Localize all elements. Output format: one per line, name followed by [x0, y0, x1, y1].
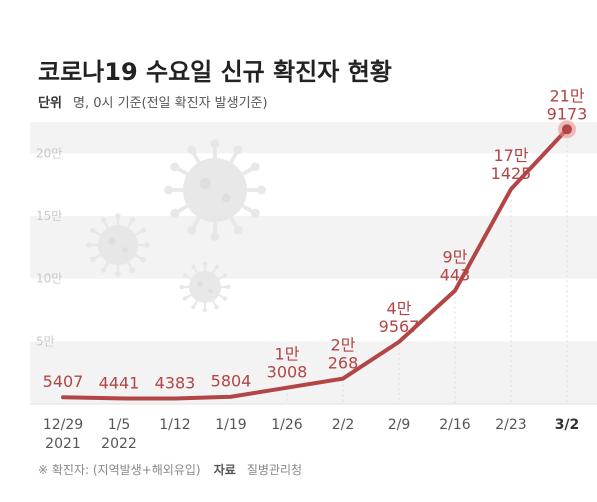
series-line	[61, 127, 569, 401]
data-label: 4441	[99, 373, 140, 392]
series-layer	[61, 120, 576, 401]
x-tick-label: 2/16	[439, 417, 471, 433]
unit-line: 단위 명, 0시 기준(전일 확진자 발생기준)	[38, 92, 268, 111]
data-label: 2만 268	[328, 336, 359, 373]
footnote-note: ※ 확진자: (지역발생+해외유입)	[38, 463, 201, 477]
unit-label: 단위	[38, 95, 62, 111]
data-label: 4383	[155, 374, 196, 393]
y-axis-ticks: 5만 10만 15만 20만	[36, 146, 62, 348]
data-label: 5407	[43, 372, 84, 391]
x-tick-label: 1/5	[108, 417, 131, 433]
x-tick-label: 3/2	[555, 417, 580, 433]
virus-icon	[86, 213, 150, 277]
virus-decoration-layer	[86, 139, 266, 313]
chart-title: 코로나19 수요일 신규 확진자 현황	[38, 58, 392, 86]
y-tick-label: 10만	[36, 272, 62, 286]
virus-icon	[179, 261, 231, 313]
x-tick-label: 2/2	[332, 417, 355, 433]
x-tick-label: 2/23	[495, 417, 526, 433]
footnote-source-label: 자료	[214, 462, 236, 477]
data-labels: 5407 4441 4383 5804 1만 3008 2만 268 4만 9567 9만 443 17…	[43, 86, 588, 392]
data-label: 4만 9567	[379, 299, 420, 336]
data-label: 9만 443	[440, 248, 471, 285]
x-year-label: 2021	[45, 436, 81, 452]
x-tick-label: 12/29	[43, 417, 83, 433]
x-tick-label: 1/19	[215, 417, 246, 433]
x-year-label: 2022	[101, 436, 137, 452]
highlight-point	[562, 124, 572, 135]
x-tick-label: 2/9	[388, 417, 411, 433]
footnote: ※ 확진자: (지역발생+해외유입) 자료 질병관리청	[38, 459, 302, 478]
data-label: 17만 1425	[491, 146, 532, 183]
unit-text: 명, 0시 기준(전일 확진자 발생기준)	[73, 96, 268, 111]
grid-band	[30, 341, 597, 404]
grid-band	[30, 122, 597, 154]
data-label: 5804	[211, 372, 252, 391]
x-tick-label: 1/12	[159, 417, 190, 433]
footnote-source: 질병관리청	[247, 463, 302, 477]
data-label: 21만 9173	[547, 86, 588, 123]
y-tick-label: 15만	[36, 209, 62, 223]
x-tick-label: 1/26	[271, 417, 303, 433]
y-tick-label: 5만	[36, 334, 55, 348]
x-axis-ticks: 12/29 1/5 1/12 1/19 1/26 2/2 2/9 2/16 2/23 3/2 202…	[43, 417, 579, 452]
virus-icon	[164, 139, 266, 241]
data-label: 1만 3008	[267, 345, 308, 382]
y-tick-label: 20만	[36, 146, 62, 160]
